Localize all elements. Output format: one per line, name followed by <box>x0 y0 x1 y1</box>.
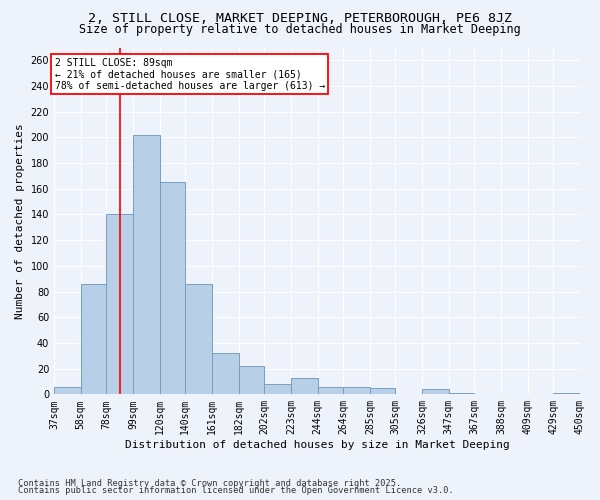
Bar <box>212 353 239 395</box>
Bar <box>133 135 160 394</box>
Y-axis label: Number of detached properties: Number of detached properties <box>15 123 25 319</box>
Bar <box>553 393 580 394</box>
X-axis label: Distribution of detached houses by size in Market Deeping: Distribution of detached houses by size … <box>125 440 509 450</box>
Bar <box>264 384 291 394</box>
Bar <box>370 388 395 394</box>
Bar <box>343 386 370 394</box>
Bar <box>449 393 474 394</box>
Text: 2 STILL CLOSE: 89sqm
← 21% of detached houses are smaller (165)
78% of semi-deta: 2 STILL CLOSE: 89sqm ← 21% of detached h… <box>55 58 325 91</box>
Bar <box>81 284 106 395</box>
Bar <box>291 378 317 394</box>
Bar <box>160 182 185 394</box>
Bar <box>239 366 264 394</box>
Bar <box>317 386 343 394</box>
Bar <box>185 284 212 395</box>
Text: Contains HM Land Registry data © Crown copyright and database right 2025.: Contains HM Land Registry data © Crown c… <box>18 478 401 488</box>
Bar <box>54 386 81 394</box>
Bar <box>422 389 449 394</box>
Bar <box>106 214 133 394</box>
Text: 2, STILL CLOSE, MARKET DEEPING, PETERBOROUGH, PE6 8JZ: 2, STILL CLOSE, MARKET DEEPING, PETERBOR… <box>88 12 512 26</box>
Text: Size of property relative to detached houses in Market Deeping: Size of property relative to detached ho… <box>79 22 521 36</box>
Text: Contains public sector information licensed under the Open Government Licence v3: Contains public sector information licen… <box>18 486 454 495</box>
